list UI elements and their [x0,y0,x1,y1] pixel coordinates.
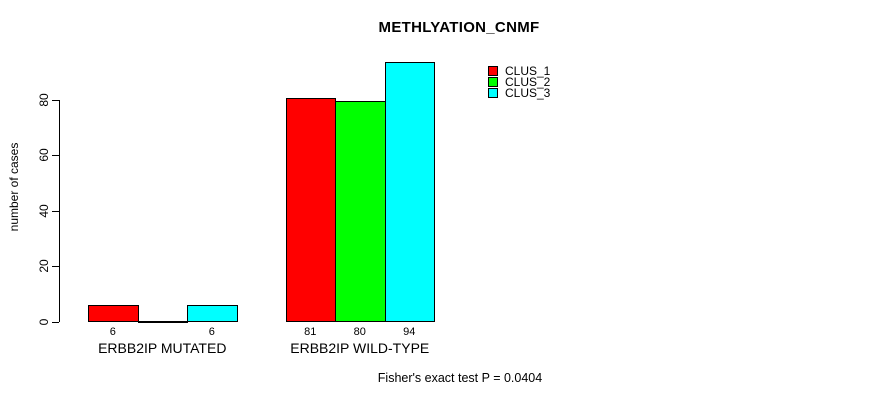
y-axis-label: number of cases [7,142,21,232]
y-tick-label: 20 [37,259,51,273]
bar-clus_2 [335,101,386,322]
annotation-fisher-test: Fisher's exact test P = 0.0404 [377,371,543,385]
bar-clus_1 [286,98,336,322]
y-tick-mark [52,100,59,101]
y-axis-line [59,100,60,322]
chart-title: METHLYATION_CNMF [378,19,540,36]
y-tick-label: 0 [37,318,51,326]
legend-label: CLUS_2 [505,74,551,89]
y-tick-mark [52,322,59,323]
bar-clus_1 [88,305,139,322]
y-tick-label: 60 [37,148,51,162]
y-tick-mark [52,155,59,156]
bar-clus_3 [187,305,238,322]
legend-swatch-clus_2 [488,76,498,87]
bar-value-label: 6 [208,326,215,338]
x-category-label: ERBB2IP MUTATED [98,340,227,356]
bar-value-label: 80 [353,326,366,338]
legend-row: CLUS_3 [488,85,551,100]
legend-row: CLUS_1 [488,63,551,78]
bar-value-label: 6 [109,326,116,338]
bar-value-label: 94 [403,326,416,338]
y-tick-mark [52,211,59,212]
bar-clus_3 [385,62,435,322]
y-tick-mark [52,266,59,267]
y-tick-label: 40 [37,204,51,218]
legend-swatch-clus_3 [488,87,498,98]
y-tick-label: 80 [37,93,51,107]
legend-label: CLUS_3 [505,85,551,100]
legend-row: CLUS_2 [488,74,551,89]
legend: CLUS_1 CLUS_2 CLUS_3 [488,63,551,100]
legend-label: CLUS_1 [505,63,551,78]
bar-value-label: 81 [304,326,317,338]
x-category-label: ERBB2IP WILD-TYPE [290,340,430,356]
legend-swatch-clus_1 [488,65,498,76]
bar-clus_2-zero [138,321,188,323]
